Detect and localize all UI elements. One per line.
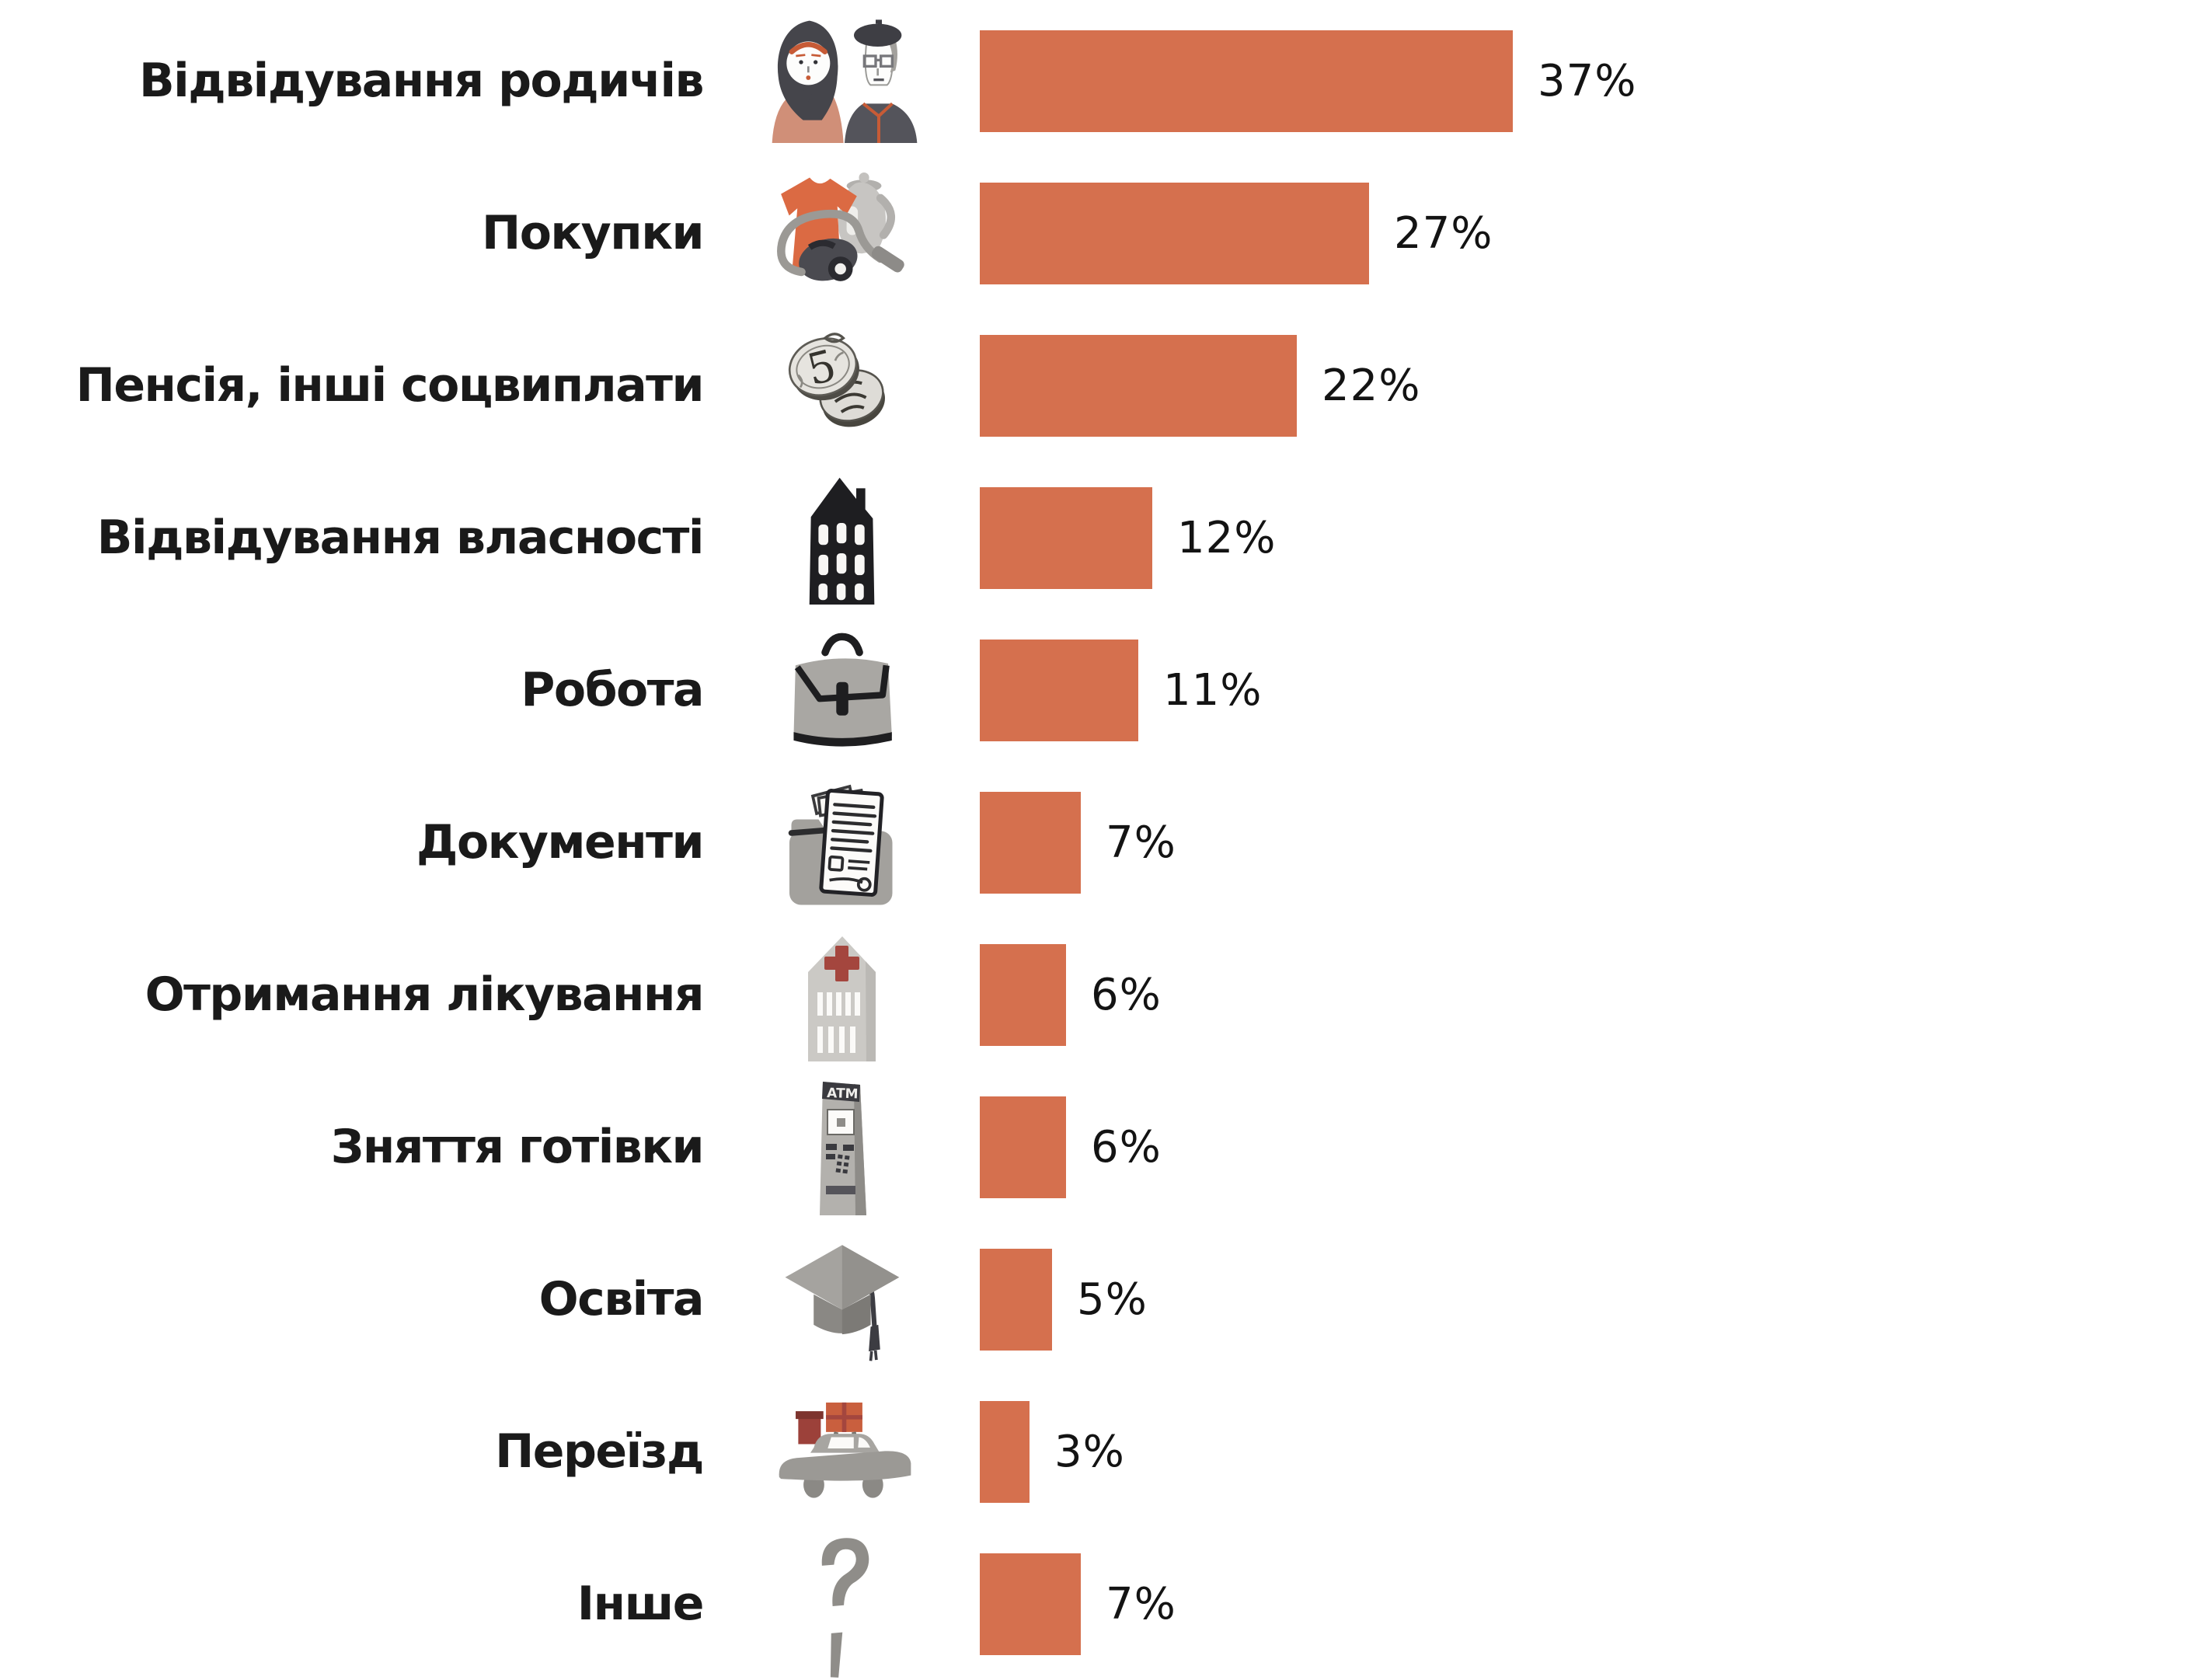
building-icon-cell <box>703 462 980 614</box>
question-mark-icon <box>821 1538 869 1678</box>
atm-machine-icon-cell: ATM <box>703 1071 980 1223</box>
bar <box>980 1553 1081 1655</box>
car-with-boxes-icon-cell <box>703 1375 980 1528</box>
bar-zone: 37% <box>980 5 2188 157</box>
chart-row: Робота 11% <box>0 614 2188 766</box>
category-label: Відвідування власності <box>96 510 705 565</box>
hospital-building-icon-cell <box>703 918 980 1071</box>
bar-zone: 7% <box>980 766 2188 918</box>
documents-folder-icon-cell <box>703 766 980 918</box>
bar <box>980 486 1152 589</box>
category-label: Покупки <box>482 205 705 260</box>
category-label: Документи <box>416 814 705 870</box>
coins-icon: 5 <box>788 332 885 427</box>
value-label: 27% <box>1394 207 1493 259</box>
shopping-goods-icon-cell <box>703 157 980 309</box>
elderly-couple-icon-cell <box>703 5 980 157</box>
chart-row: Відвідування родичів 37% <box>0 5 2188 157</box>
value-label: 7% <box>1106 817 1176 868</box>
graduation-cap-icon <box>785 1244 900 1361</box>
value-label: 12% <box>1177 512 1277 563</box>
chart-row: Документи 7% <box>0 766 2188 918</box>
category-label: Отримання лікування <box>145 967 705 1022</box>
briefcase-icon <box>793 633 892 747</box>
value-label: 5% <box>1077 1274 1148 1325</box>
value-label: 7% <box>1106 1578 1176 1629</box>
bar <box>980 182 1369 284</box>
atm-machine-icon: ATM <box>820 1082 866 1215</box>
chart-row: Покупки 27% <box>0 157 2188 309</box>
bar-zone: 11% <box>980 614 2188 766</box>
category-label: Пенсія, інші соцвиплати <box>75 357 705 413</box>
chart-row: Переїзд 3% <box>0 1375 2188 1528</box>
bar <box>980 30 1513 132</box>
bar <box>980 1096 1066 1198</box>
bar <box>980 1400 1030 1503</box>
bar-zone: 12% <box>980 462 2188 614</box>
category-label: Переїзд <box>495 1424 704 1479</box>
chart-row: Відвідування власності 12% <box>0 462 2188 614</box>
chart-row: Інше 7% <box>0 1528 2188 1680</box>
documents-folder-icon <box>788 784 892 904</box>
chart-row: Отримання лікування 6% <box>0 918 2188 1071</box>
category-label: Зняття готівки <box>330 1119 705 1174</box>
value-label: 22% <box>1322 360 1421 411</box>
chart-row: Зняття готівки ATM 6% <box>0 1071 2188 1223</box>
building-icon <box>809 477 875 605</box>
bar-zone: 6% <box>980 918 2188 1071</box>
value-label: 6% <box>1091 969 1162 1020</box>
chart-row: Освіта 5% <box>0 1223 2188 1375</box>
category-label: Відвідування родичів <box>138 53 705 108</box>
bar <box>980 791 1081 894</box>
category-label: Робота <box>521 662 704 717</box>
bar <box>980 943 1066 1046</box>
bar-zone: 5% <box>980 1223 2188 1375</box>
category-label: Освіта <box>538 1271 705 1326</box>
car-with-boxes-icon <box>779 1402 911 1498</box>
shopping-goods-icon <box>777 172 904 281</box>
value-label: 6% <box>1091 1121 1162 1173</box>
bar-zone: 3% <box>980 1375 2188 1528</box>
bar <box>980 1248 1052 1351</box>
hospital-building-icon <box>807 936 876 1061</box>
bar-zone: 22% <box>980 309 2188 462</box>
graduation-cap-icon-cell <box>703 1223 980 1375</box>
elderly-couple-icon <box>772 19 918 143</box>
coins-icon-cell: 5 <box>703 309 980 462</box>
briefcase-icon-cell <box>703 614 980 766</box>
category-label: Інше <box>577 1576 705 1631</box>
value-label: 37% <box>1538 55 1637 106</box>
bar <box>980 639 1138 741</box>
svg-text:ATM: ATM <box>827 1086 859 1102</box>
value-label: 3% <box>1054 1426 1125 1477</box>
question-mark-icon-cell <box>703 1528 980 1680</box>
bar-zone: 6% <box>980 1071 2188 1223</box>
bar-zone: 7% <box>980 1528 2188 1680</box>
bar <box>980 334 1297 437</box>
value-label: 11% <box>1163 664 1263 716</box>
bar-zone: 27% <box>980 157 2188 309</box>
chart-row: Пенсія, інші соцвиплати 5 22% <box>0 309 2188 462</box>
